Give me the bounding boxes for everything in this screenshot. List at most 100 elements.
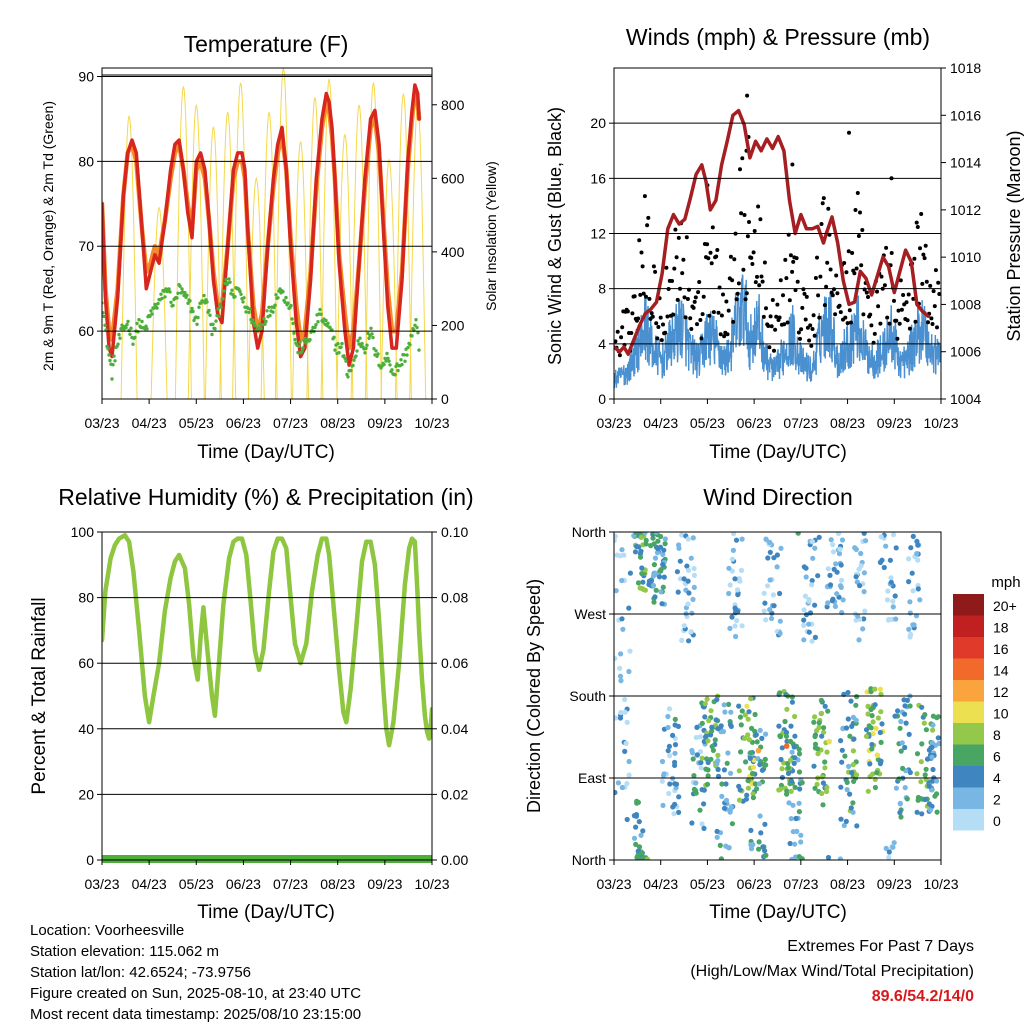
wind-direction-point: [853, 703, 858, 708]
wind-direction-point: [715, 758, 720, 763]
wind-direction-point: [930, 728, 935, 733]
wind-direction-point: [626, 606, 631, 611]
wind-direction-point: [908, 632, 913, 637]
wind-direction-point: [619, 616, 624, 621]
dewpoint-point: [390, 368, 393, 371]
winds-axes: 0481216201004100610081010101210141016101…: [590, 60, 981, 431]
wind-direction-point: [672, 751, 677, 756]
dewpoint-point: [221, 297, 224, 300]
wind-direction-point: [727, 626, 732, 631]
wind-direction-point: [908, 703, 913, 708]
wind-gust-point: [811, 327, 815, 331]
dewpoint-point: [374, 349, 377, 352]
humidity-x-tick-label: 05/23: [179, 876, 214, 892]
wind-direction-point: [722, 702, 727, 707]
wind-direction-point: [797, 809, 802, 814]
winds-y-tick-label: 4: [598, 336, 606, 352]
wind-gust-point: [746, 234, 750, 238]
wind-direction-point: [651, 600, 656, 605]
wind-gust-point: [709, 251, 713, 255]
dewpoint-point: [205, 300, 208, 303]
wind-direction-point: [768, 577, 773, 582]
dewpoint-point: [188, 299, 191, 302]
dewpoint-point: [290, 317, 293, 320]
wind-gust-point: [854, 208, 858, 212]
wind-direction-point: [892, 714, 897, 719]
wind-direction-point: [757, 781, 762, 786]
wind-gust-point: [835, 291, 839, 295]
wind-gust-point: [714, 255, 718, 259]
wind-direction-point: [826, 855, 831, 860]
wind-direction-point: [760, 768, 765, 773]
wind-direction-point: [728, 710, 733, 715]
dewpoint-point: [385, 352, 388, 355]
wind-gust-point: [857, 234, 861, 238]
wind-gust-point: [638, 293, 642, 297]
wind-direction-point: [928, 745, 933, 750]
temperature-y2-tick-label: 0: [441, 391, 449, 407]
wind-gust-point: [832, 287, 836, 291]
wind-direction-point: [678, 559, 683, 564]
wind-direction-point: [907, 599, 912, 604]
wind-direction-point: [806, 622, 811, 627]
wind-direction-point: [758, 813, 763, 818]
dewpoint-point: [284, 296, 287, 299]
wind-gust-point: [745, 94, 749, 98]
wind-direction-point: [719, 723, 724, 728]
dewpoint-point: [364, 347, 367, 350]
wind-gust-point: [933, 304, 937, 308]
dewpoint-point: [405, 353, 408, 356]
wind-direction-point: [879, 534, 884, 539]
dewpoint-point: [180, 287, 183, 290]
wind-gust-point: [875, 290, 879, 294]
dewpoint-point: [276, 296, 279, 299]
wind-direction-point: [703, 767, 708, 772]
wind-direction-point: [762, 762, 767, 767]
winds-y-tick-label: 12: [590, 226, 606, 242]
wind-gust-point: [764, 306, 768, 310]
wind-gust-point: [929, 316, 933, 320]
wind-gust-point: [800, 306, 804, 310]
wind-direction-point: [901, 697, 906, 702]
wind-direction-point: [838, 856, 843, 861]
wind-direction-point: [748, 842, 753, 847]
wind-gust-point: [932, 289, 936, 293]
humidity-x-tick-label: 10/23: [414, 876, 449, 892]
wind-direction-point: [815, 746, 820, 751]
wind-direction-point: [883, 544, 888, 549]
dewpoint-point: [346, 375, 349, 378]
dewpoint-point: [415, 326, 418, 329]
dewpoint-point: [296, 351, 299, 354]
dewpoint-point: [289, 304, 292, 307]
legend-label: 8: [993, 727, 1001, 743]
wind-gust-point: [655, 336, 659, 340]
dewpoint-point: [324, 319, 327, 322]
wind-direction-point: [670, 733, 675, 738]
wind-direction-point: [841, 597, 846, 602]
wind-direction-point: [808, 610, 813, 615]
dewpoint-point: [298, 341, 301, 344]
wind-direction-point: [914, 539, 919, 544]
wind-direction-point: [639, 857, 644, 862]
wind-direction-point: [738, 787, 743, 792]
wind-gust-point: [919, 212, 923, 216]
dewpoint-point: [403, 360, 406, 363]
wind-direction-point: [686, 590, 691, 595]
wind-gust-point: [801, 287, 805, 291]
wind-direction-point: [824, 750, 829, 755]
wind-direction-point: [839, 585, 844, 590]
wind-direction-point: [810, 539, 815, 544]
dewpoint-point: [210, 333, 213, 336]
wind-gust-point: [755, 275, 759, 279]
wind-gust-point: [651, 315, 655, 319]
wind-direction-point: [685, 601, 690, 606]
wind-gust-point: [778, 316, 782, 320]
wind-direction-point: [702, 714, 707, 719]
dewpoint-point: [340, 342, 343, 345]
wind-gust-point: [671, 313, 675, 317]
wind-gust-point: [772, 349, 776, 353]
wind-direction-point: [665, 714, 670, 719]
wind-gust-point: [924, 244, 928, 248]
wind-direction-point: [695, 752, 700, 757]
direction-x-tick-label: 08/23: [830, 876, 865, 892]
